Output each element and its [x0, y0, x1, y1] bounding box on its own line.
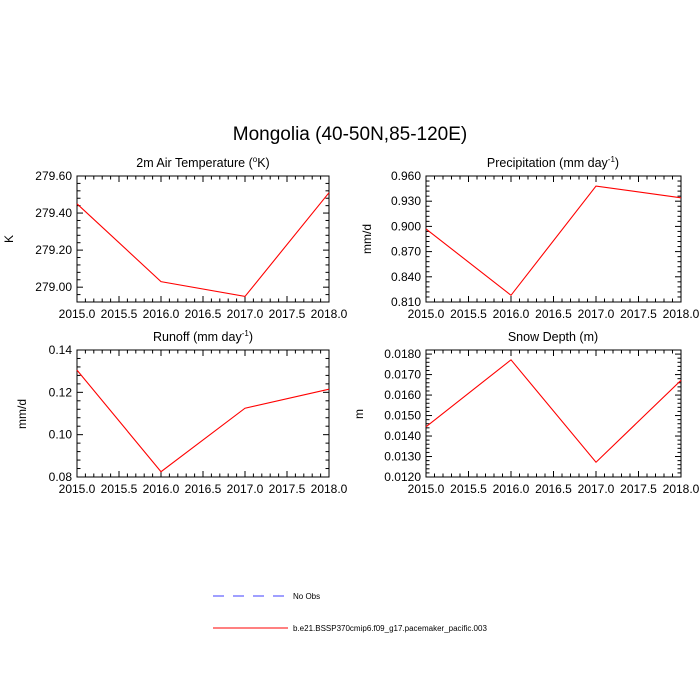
x-tick-label: 2015.5	[101, 482, 138, 496]
x-tick-label: 2017.0	[578, 482, 615, 496]
y-tick-label: 0.0130	[384, 450, 421, 464]
x-tick-label: 2016.5	[535, 307, 572, 321]
y-tick-label: 0.14	[49, 343, 73, 357]
marks-group	[425, 185, 682, 297]
figure-title: Mongolia (40-50N,85-120E)	[233, 124, 467, 145]
x-tick-label: 2018.0	[663, 482, 700, 496]
ticks-group: 2015.0 2015.5 2016.0 2016.5 2017.0 2017.5 2018…	[49, 343, 348, 496]
ticks-group: 2015.0 2015.5 2016.0 2016.5 2017.0 2017.5 2018…	[391, 169, 700, 321]
ticks-group: 2015.0 2015.5 2016.0 2016.5 2017.0 2017.5 2018…	[35, 169, 347, 321]
y-tick-label: 0.870	[391, 245, 421, 259]
series-line	[425, 185, 682, 297]
y-tick-label: 0.0150	[384, 409, 421, 423]
y-tick-label: 0.960	[391, 169, 421, 183]
y-tick-label: 0.12	[49, 385, 73, 399]
y-tick-label: 0.900	[391, 219, 421, 233]
x-tick-label: 2015.5	[450, 307, 487, 321]
x-tick-label: 2015.5	[450, 482, 487, 496]
marks-group	[425, 359, 682, 464]
x-tick-label: 2015.0	[408, 307, 445, 321]
y-axis-label: mm/d	[360, 224, 374, 254]
x-tick-label: 2018.0	[311, 482, 348, 496]
x-tick-label: 2017.5	[269, 482, 306, 496]
x-tick-label: 2018.0	[311, 307, 348, 321]
panel-runoff: Runoff (mm day-1) mm/d 2015.0 2015.5 2016.…	[15, 329, 348, 496]
x-tick-label: 2017.0	[227, 307, 264, 321]
legend: No Obs b.e21.BSSP370cmip6.f09_g17.pacema…	[213, 592, 487, 633]
x-tick-label: 2015.0	[59, 482, 96, 496]
panel-title: Runoff (mm day-1)	[153, 329, 253, 344]
panel-title: Snow Depth (m)	[508, 330, 598, 344]
panel-snow-depth: Snow Depth (m) m 2015.0 2015.5 2016.0 2016.…	[352, 330, 700, 496]
legend-model-label: b.e21.BSSP370cmip6.f09_g17.pacemaker_pac…	[293, 624, 487, 633]
x-tick-label: 2017.5	[620, 482, 657, 496]
y-tick-label: 279.20	[35, 243, 72, 257]
y-tick-label: 279.00	[35, 280, 72, 294]
marks-group	[76, 369, 330, 473]
x-tick-label: 2017.0	[227, 482, 264, 496]
x-tick-label: 2017.5	[269, 307, 306, 321]
plot-frame	[425, 175, 682, 303]
y-axis-label: K	[2, 235, 16, 243]
panel-title: Precipitation (mm day-1)	[487, 155, 619, 170]
x-tick-label: 2017.5	[620, 307, 657, 321]
y-tick-label: 0.930	[391, 194, 421, 208]
x-tick-label: 2016.0	[493, 482, 530, 496]
series-line	[76, 192, 330, 298]
panel-air-temperature: 2m Air Temperature (oK) K 2015.0 2015.5 20…	[2, 155, 348, 321]
y-tick-label: 0.0160	[384, 388, 421, 402]
y-tick-label: 0.0120	[384, 470, 421, 484]
ticks-group: 2015.0 2015.5 2016.0 2016.5 2017.0 2017.5 2018…	[384, 347, 699, 496]
y-tick-label: 0.10	[49, 428, 73, 442]
marks-group	[76, 192, 330, 298]
plot-frame	[425, 349, 682, 478]
y-axis-label: m	[352, 409, 366, 419]
series-line	[425, 359, 682, 464]
x-tick-label: 2016.5	[535, 482, 572, 496]
y-tick-label: 279.60	[35, 169, 72, 183]
x-tick-label: 2017.0	[578, 307, 615, 321]
x-tick-label: 2016.5	[185, 482, 222, 496]
x-tick-label: 2015.0	[59, 307, 96, 321]
series-line	[76, 369, 330, 473]
y-tick-label: 0.0140	[384, 429, 421, 443]
y-tick-label: 0.08	[49, 470, 73, 484]
y-tick-label: 0.0170	[384, 368, 421, 382]
y-axis-label: mm/d	[15, 399, 29, 429]
y-tick-label: 0.0180	[384, 347, 421, 361]
x-tick-label: 2016.0	[493, 307, 530, 321]
plot-frame	[76, 349, 330, 478]
y-tick-label: 0.840	[391, 270, 421, 284]
x-tick-label: 2016.5	[185, 307, 222, 321]
panel-precipitation: Precipitation (mm day-1) mm/d 2015.0 2015…	[360, 155, 700, 321]
x-tick-label: 2016.0	[143, 307, 180, 321]
x-tick-label: 2015.5	[101, 307, 138, 321]
y-tick-label: 279.40	[35, 206, 72, 220]
y-tick-label: 0.810	[391, 295, 421, 309]
x-tick-label: 2015.0	[408, 482, 445, 496]
x-tick-label: 2016.0	[143, 482, 180, 496]
legend-obs-label: No Obs	[293, 592, 320, 601]
x-tick-label: 2018.0	[663, 307, 700, 321]
panel-title: 2m Air Temperature (oK)	[136, 155, 269, 170]
